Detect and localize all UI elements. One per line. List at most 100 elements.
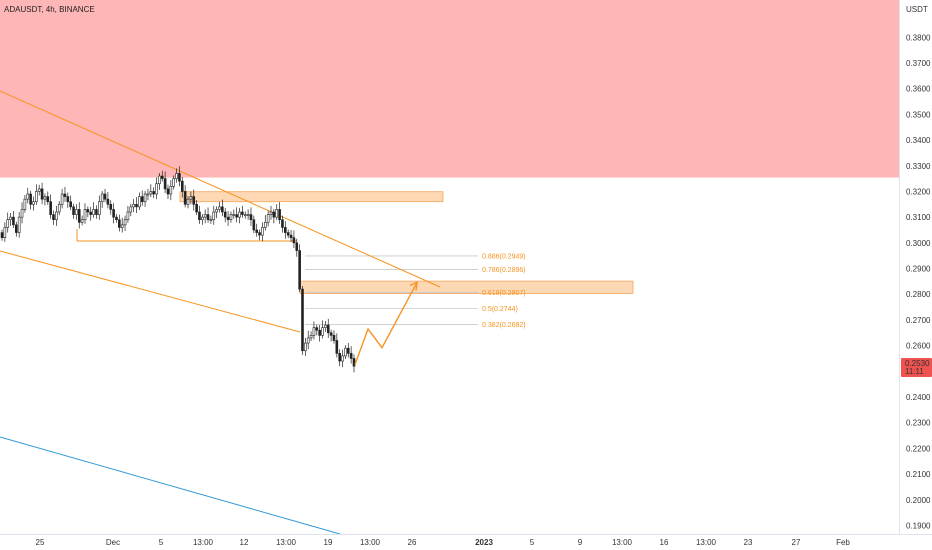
candle-body — [266, 214, 270, 223]
candle-body — [326, 324, 330, 334]
candle-body — [226, 216, 230, 221]
candle-body — [258, 232, 261, 236]
price-tick-label: 0.2100 — [906, 470, 931, 479]
time-tick-label: 26 — [408, 538, 417, 547]
candle-body — [298, 250, 301, 290]
candle-body — [178, 173, 181, 182]
candle-body — [238, 211, 241, 218]
candle-body — [186, 198, 190, 205]
candle-body — [152, 191, 155, 195]
time-tick-label: 13:00 — [276, 538, 297, 547]
candle-body — [103, 193, 107, 200]
candle-body — [46, 196, 50, 203]
candle-body — [232, 214, 236, 216]
fib-retracement: 0.886(0.2949) 0.786(0.2896) 0.618(0.2807) 0… — [305, 253, 526, 329]
time-tick-label: 27 — [792, 538, 801, 547]
candle-body — [352, 358, 356, 367]
candle-body — [309, 335, 313, 339]
candle-body — [286, 232, 290, 236]
price-tick-label: 0.3600 — [906, 85, 931, 94]
projection-arrow — [354, 281, 418, 365]
candle-body — [289, 234, 293, 239]
projection-path — [354, 282, 418, 365]
time-tick-label: 23 — [744, 538, 753, 547]
candle-body — [318, 329, 321, 336]
time-tick-label: 16 — [660, 538, 669, 547]
candle-body — [349, 353, 353, 359]
candle-body — [100, 193, 104, 203]
descending-trendline — [0, 90, 441, 288]
candle-body — [52, 214, 55, 221]
candle-body — [321, 327, 324, 336]
candle-body — [129, 206, 133, 213]
price-tick-label: 0.3400 — [906, 136, 931, 145]
chart-title: ADAUSDT, 4h, BINANCE — [4, 5, 95, 14]
candle-body — [272, 211, 276, 218]
candle-body — [143, 193, 147, 203]
candle-body — [149, 191, 153, 195]
price-tick-label: 0.3300 — [906, 162, 931, 171]
candle-body — [132, 203, 135, 208]
candle-body — [60, 193, 64, 205]
price-tick-label: 0.3000 — [906, 239, 931, 248]
price-tick-label: 0.2000 — [906, 496, 931, 505]
candle-body — [324, 324, 327, 328]
price-tick-label: 0.2400 — [906, 393, 931, 402]
candle-body — [49, 201, 52, 215]
candle-body — [206, 214, 210, 221]
candle-body — [0, 232, 4, 239]
candle-body — [195, 203, 198, 213]
candle-body — [175, 173, 178, 179]
candle-body — [12, 216, 15, 226]
supply-zone — [299, 280, 634, 294]
candle-body — [301, 288, 304, 352]
lower-trendline — [0, 436, 341, 535]
candle-body — [43, 196, 47, 200]
candle-body — [155, 183, 158, 195]
time-tick-label: 13:00 — [696, 538, 717, 547]
candle-body — [158, 175, 161, 185]
candle-body — [26, 193, 30, 200]
time-axis-background — [0, 534, 932, 550]
candle-body — [160, 175, 164, 179]
candle-body — [229, 214, 233, 221]
time-tick-label: 13:00 — [193, 538, 214, 547]
price-tick-label: 0.3500 — [906, 110, 931, 119]
time-tick-label: Dec — [106, 538, 120, 547]
candle-body — [335, 340, 339, 354]
time-tick-label: 12 — [240, 538, 249, 547]
candle-body — [3, 227, 7, 239]
candle-body — [135, 203, 138, 208]
candle-body — [312, 327, 316, 336]
price-tick-label: 0.1900 — [906, 522, 931, 531]
resistance-zone — [0, 0, 899, 178]
candle-body — [344, 347, 347, 357]
candle-body — [140, 196, 144, 203]
candle-body — [37, 188, 41, 192]
candle-body — [29, 193, 32, 205]
candle-body — [120, 224, 124, 228]
trendlines — [0, 90, 441, 535]
candle-body — [304, 342, 307, 352]
candle-body — [89, 211, 93, 215]
fib-level-label: 0.786(0.2896) — [482, 267, 526, 274]
candle-body — [169, 186, 173, 195]
time-tick-label: 19 — [324, 538, 333, 547]
candle-body — [255, 229, 258, 233]
candle-body — [198, 211, 201, 221]
candle-body — [166, 188, 170, 195]
candle-body — [332, 335, 336, 341]
candle-body — [172, 178, 176, 187]
candle-body — [201, 216, 204, 221]
candle-body — [63, 193, 67, 197]
candle-body — [180, 180, 184, 192]
candle-body — [40, 188, 44, 200]
candle-body — [72, 206, 75, 215]
candle-body — [295, 242, 299, 251]
time-tick-label: 13:00 — [360, 538, 381, 547]
time-tick-label: Feb — [836, 538, 850, 547]
candle-body — [341, 355, 344, 362]
candle-body — [218, 206, 221, 210]
candle-body — [55, 211, 58, 221]
